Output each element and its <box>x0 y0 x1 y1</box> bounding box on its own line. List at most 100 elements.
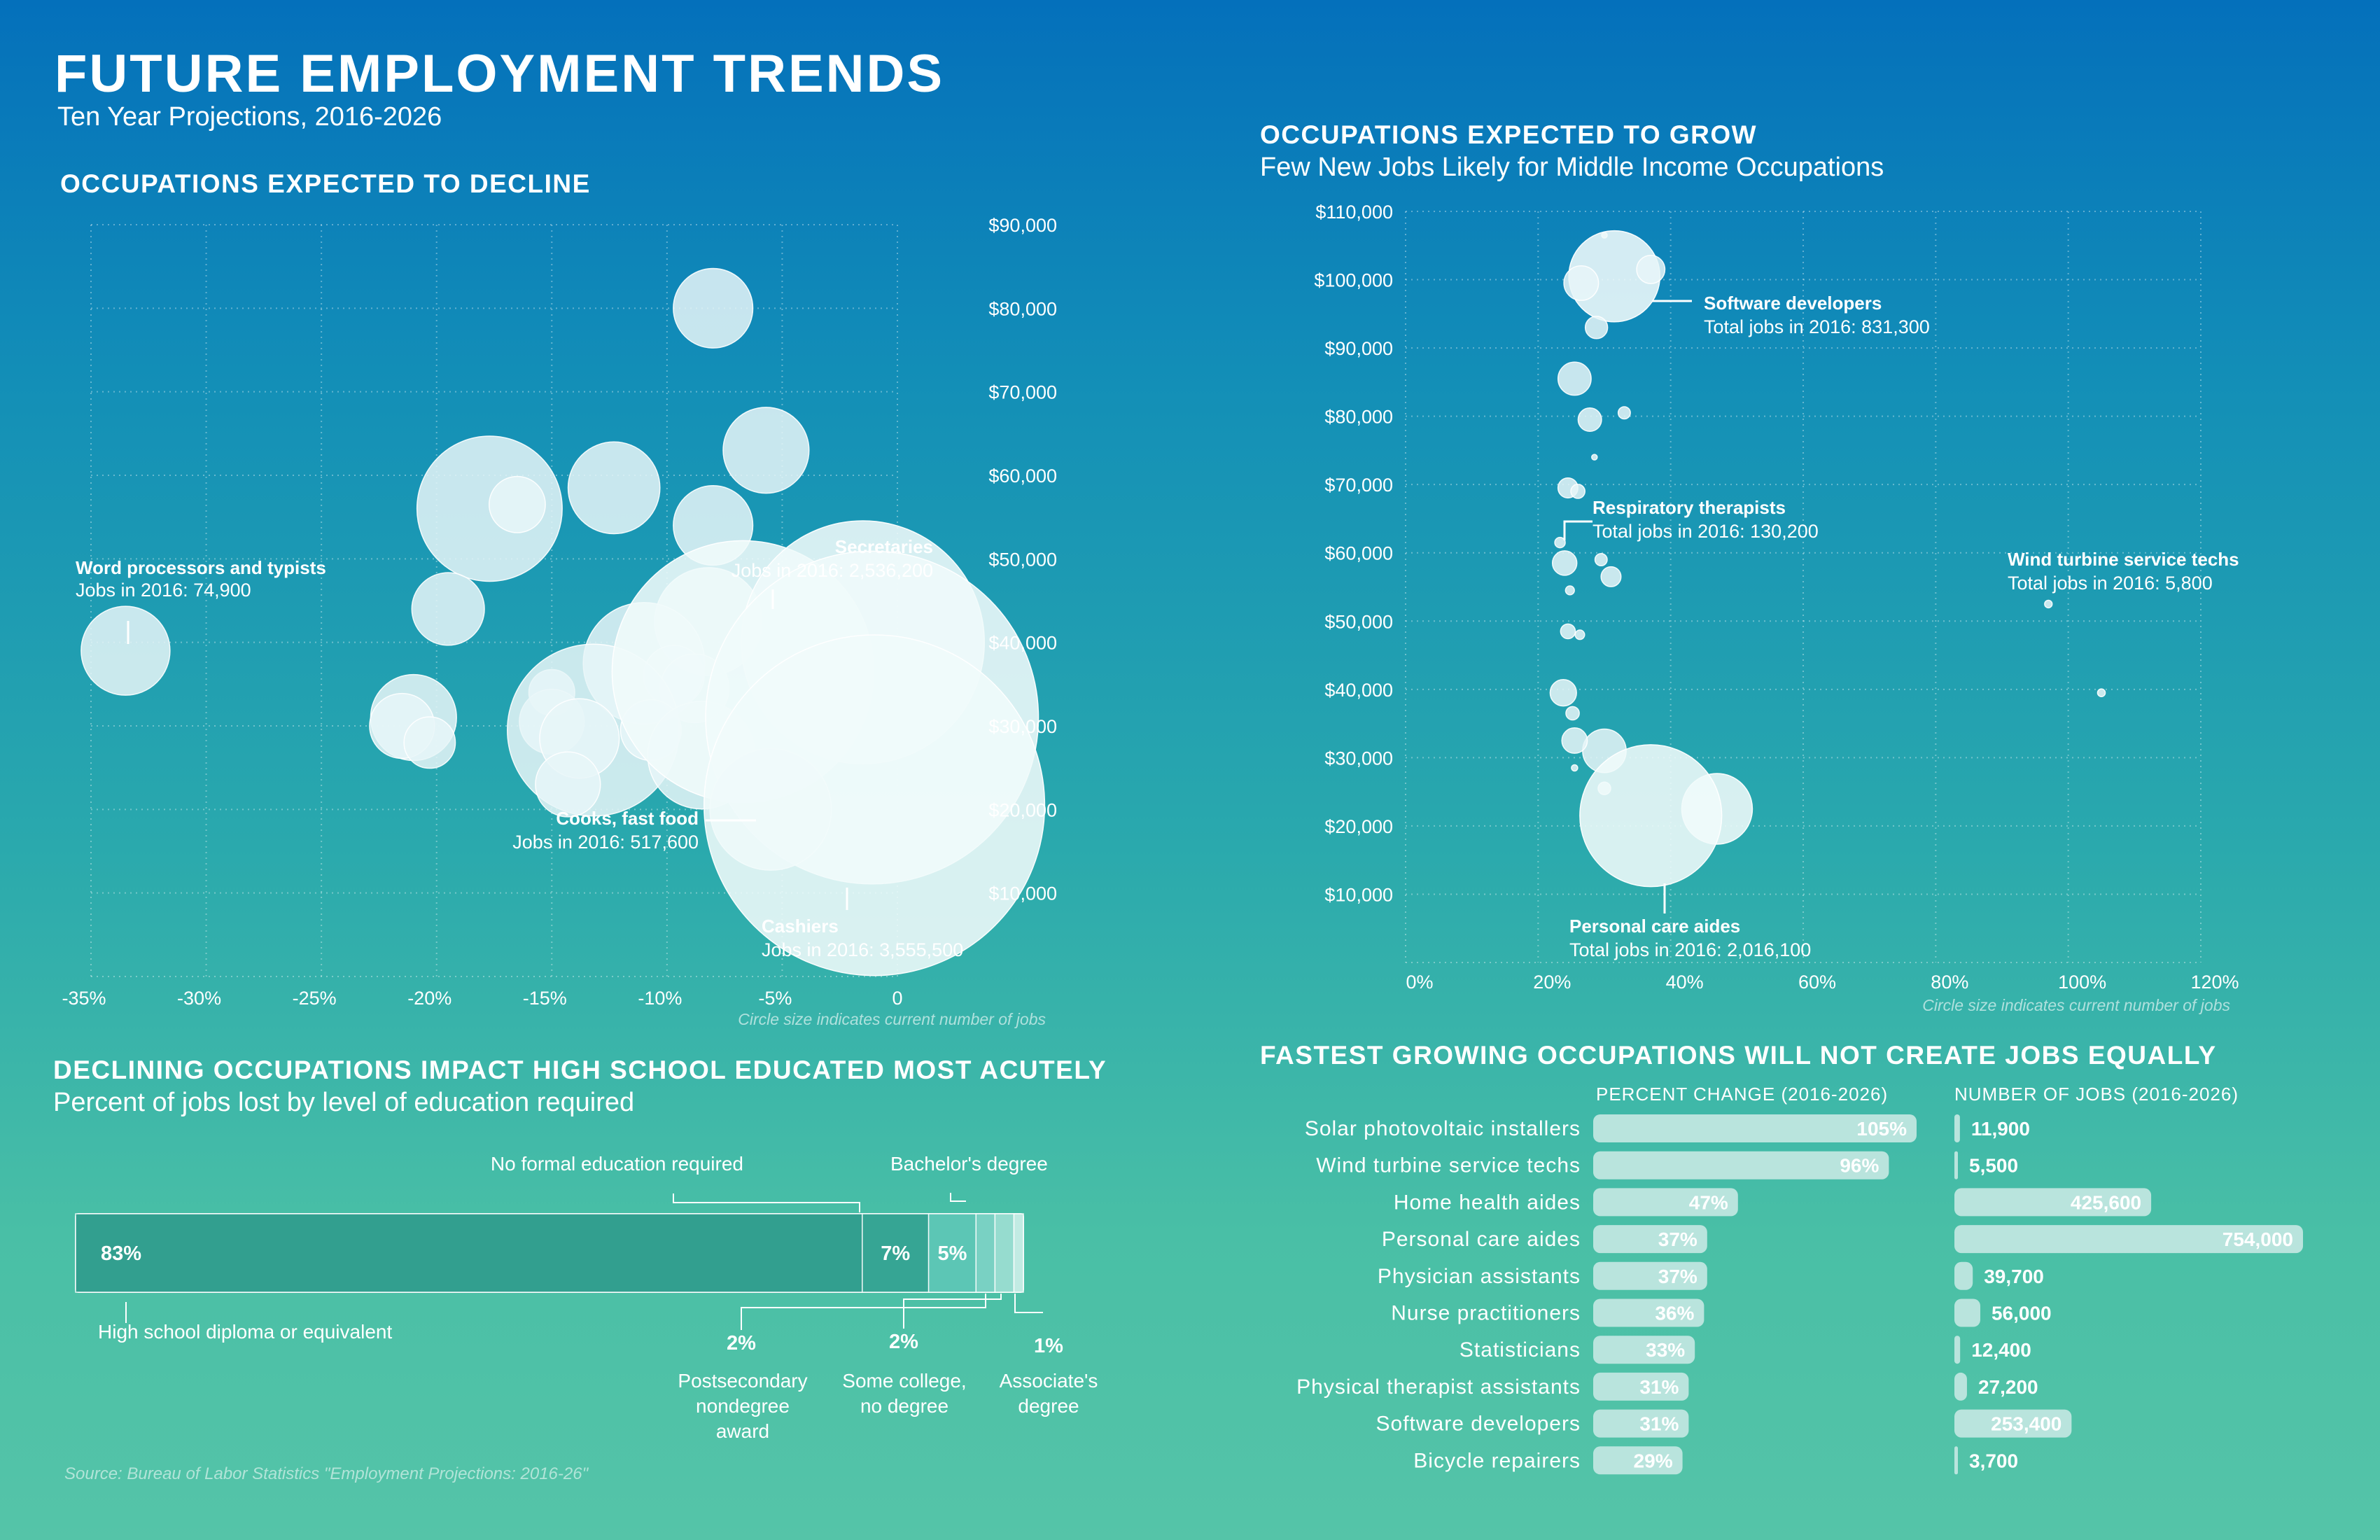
grow-bubble <box>1584 316 1609 340</box>
fastest-pct-bar <box>1593 1114 1917 1142</box>
grow-y-tick: $70,000 <box>1324 475 1393 496</box>
grow-bubble <box>1565 706 1580 721</box>
grow-bubble <box>1564 585 1575 596</box>
education-stacked-bar: 83% 7% 5% No formal education required Bac… <box>75 1153 1098 1442</box>
grow-bubble <box>1570 484 1586 499</box>
fastest-jobs-bar <box>1954 1336 1961 1364</box>
decline-bubble <box>488 475 546 533</box>
bracket-no-formal <box>673 1194 860 1212</box>
source-note: Source: Bureau of Labor Statistics "Empl… <box>64 1464 589 1483</box>
fastest-pct-bar <box>1593 1188 1738 1217</box>
annotation-word-processors-value: Jobs in 2016: 74,900 <box>76 580 251 601</box>
grow-y-tick: $20,000 <box>1324 816 1393 837</box>
label-no-formal: No formal education required <box>491 1153 743 1175</box>
grow-bubble <box>2096 688 2106 697</box>
decline-x-tick: -25% <box>293 988 337 1009</box>
education-segment-label: 7% <box>881 1242 910 1265</box>
grow-bubble <box>1551 550 1578 576</box>
fastest-category-label: Bicycle repairers <box>1413 1449 1581 1472</box>
page-title: FUTURE EMPLOYMENT TRENDS <box>55 44 945 104</box>
page-subtitle: Ten Year Projections, 2016-2026 <box>57 102 442 132</box>
annotation-software-developers-value: Total jobs in 2016: 831,300 <box>1704 316 1930 337</box>
grow-y-tick: $80,000 <box>1324 407 1393 428</box>
grow-bubble <box>1594 552 1608 566</box>
fastest-pct-bar <box>1593 1409 1689 1438</box>
decline-x-tick: -5% <box>758 988 792 1009</box>
fastest-col-jobs-header: NUMBER OF JOBS (2016-2026) <box>1954 1084 2239 1105</box>
fastest-jobs-label: 3,700 <box>1969 1450 2018 1471</box>
decline-bubble <box>722 407 810 494</box>
fastest-jobs-label: 425,600 <box>2071 1191 2141 1213</box>
fastest-pct-bar <box>1593 1261 1707 1290</box>
grow-y-tick: $60,000 <box>1324 543 1393 564</box>
grow-bubble <box>2044 599 2053 609</box>
fastest-pct-bar <box>1593 1225 1707 1254</box>
annotation-secretaries-value: Jobs in 2016: 2,536,200 <box>732 560 933 581</box>
grow-bubble <box>1557 361 1592 396</box>
decline-bubble <box>403 716 456 769</box>
grow-bubble <box>1636 254 1666 284</box>
decline-x-tick: -30% <box>177 988 221 1009</box>
fastest-category-label: Wind turbine service techs <box>1316 1154 1581 1177</box>
fastest-jobs-label: 56,000 <box>1991 1303 2052 1324</box>
grow-y-tick: $10,000 <box>1324 884 1393 905</box>
fastest-pct-label: 33% <box>1646 1339 1685 1361</box>
grow-bubble <box>1549 679 1577 707</box>
education-chart-subtitle: Percent of jobs lost by level of educati… <box>53 1088 635 1117</box>
fastest-category-label: Home health aides <box>1394 1191 1581 1214</box>
decline-bubble <box>567 441 661 535</box>
grow-bubble <box>1561 727 1588 754</box>
decline-bubble <box>673 267 754 349</box>
grow-y-tick: $100,000 <box>1314 270 1393 291</box>
fastest-category-label: Physician assistants <box>1378 1265 1581 1288</box>
grow-x-tick: 120% <box>2190 972 2239 993</box>
decline-y-tick: $90,000 <box>988 215 1057 236</box>
fastest-jobs-label: 11,900 <box>1971 1118 2030 1140</box>
decline-x-tick: -35% <box>62 988 106 1009</box>
fastest-jobs-bar <box>1954 1151 1958 1180</box>
pct-associates: 1% <box>1034 1335 1063 1357</box>
grow-bubble-chart: 0% 20% 40% 60% 80% 100% 120% $10,000 $20,000 $30,… <box>1314 202 2239 1014</box>
label-some-college-1: Some college, <box>842 1370 966 1392</box>
fastest-pct-label: 37% <box>1658 1266 1698 1287</box>
label-bachelors: Bachelor's degree <box>890 1153 1048 1175</box>
label-associates-2: degree <box>1018 1395 1079 1417</box>
fastest-jobs-label: 253,400 <box>1991 1413 2062 1435</box>
bracket-some-college <box>903 1294 1002 1329</box>
decline-x-tick: 0 <box>892 988 902 1009</box>
grow-bubble <box>1560 623 1576 640</box>
grow-x-tick: 0% <box>1406 972 1433 993</box>
grow-x-tick: 20% <box>1533 972 1571 993</box>
fastest-jobs-bar <box>1954 1114 1960 1142</box>
fastest-jobs-label: 5,500 <box>1969 1155 2018 1177</box>
decline-size-note: Circle size indicates current number of … <box>738 1010 1046 1028</box>
label-postsecondary-1: Postsecondary <box>678 1370 807 1392</box>
grow-bubble <box>1617 406 1631 420</box>
grow-bubble <box>1563 265 1600 301</box>
annotation-respiratory-therapists-value: Total jobs in 2016: 130,200 <box>1592 521 1819 542</box>
fastest-category-label: Solar photovoltaic installers <box>1305 1117 1581 1140</box>
fastest-pct-bar <box>1593 1372 1689 1401</box>
annotation-wind-turbine-name: Wind turbine service techs <box>2008 549 2239 570</box>
education-segment-label: 5% <box>937 1242 967 1265</box>
grow-bubble <box>1600 566 1622 587</box>
fastest-jobs-bar <box>1954 1225 2303 1254</box>
fastest-pct-label: 37% <box>1658 1228 1698 1250</box>
education-segment <box>1013 1213 1024 1293</box>
annotation-cooks-value: Jobs in 2016: 517,600 <box>512 832 699 853</box>
fastest-col-pct-header: PERCENT CHANGE (2016-2026) <box>1596 1084 1888 1105</box>
fastest-category-label: Software developers <box>1376 1413 1581 1436</box>
leader-respiratory-therapists <box>1563 520 1592 540</box>
grow-x-tick: 60% <box>1798 972 1836 993</box>
fastest-jobs-bar <box>1954 1261 1973 1290</box>
education-segment-label: 83% <box>101 1242 141 1265</box>
pct-some-college: 2% <box>889 1331 918 1353</box>
grow-y-tick: $90,000 <box>1324 338 1393 359</box>
decline-bubble <box>411 572 485 646</box>
decline-bubble <box>704 634 1046 976</box>
fastest-jobs-label: 39,700 <box>1984 1266 2044 1287</box>
fastest-jobs-bar <box>1954 1188 2152 1217</box>
label-postsecondary-2: nondegree <box>696 1395 790 1417</box>
grow-size-note: Circle size indicates current number of … <box>1922 996 2230 1014</box>
annotation-wind-turbine-value: Total jobs in 2016: 5,800 <box>2008 573 2213 594</box>
